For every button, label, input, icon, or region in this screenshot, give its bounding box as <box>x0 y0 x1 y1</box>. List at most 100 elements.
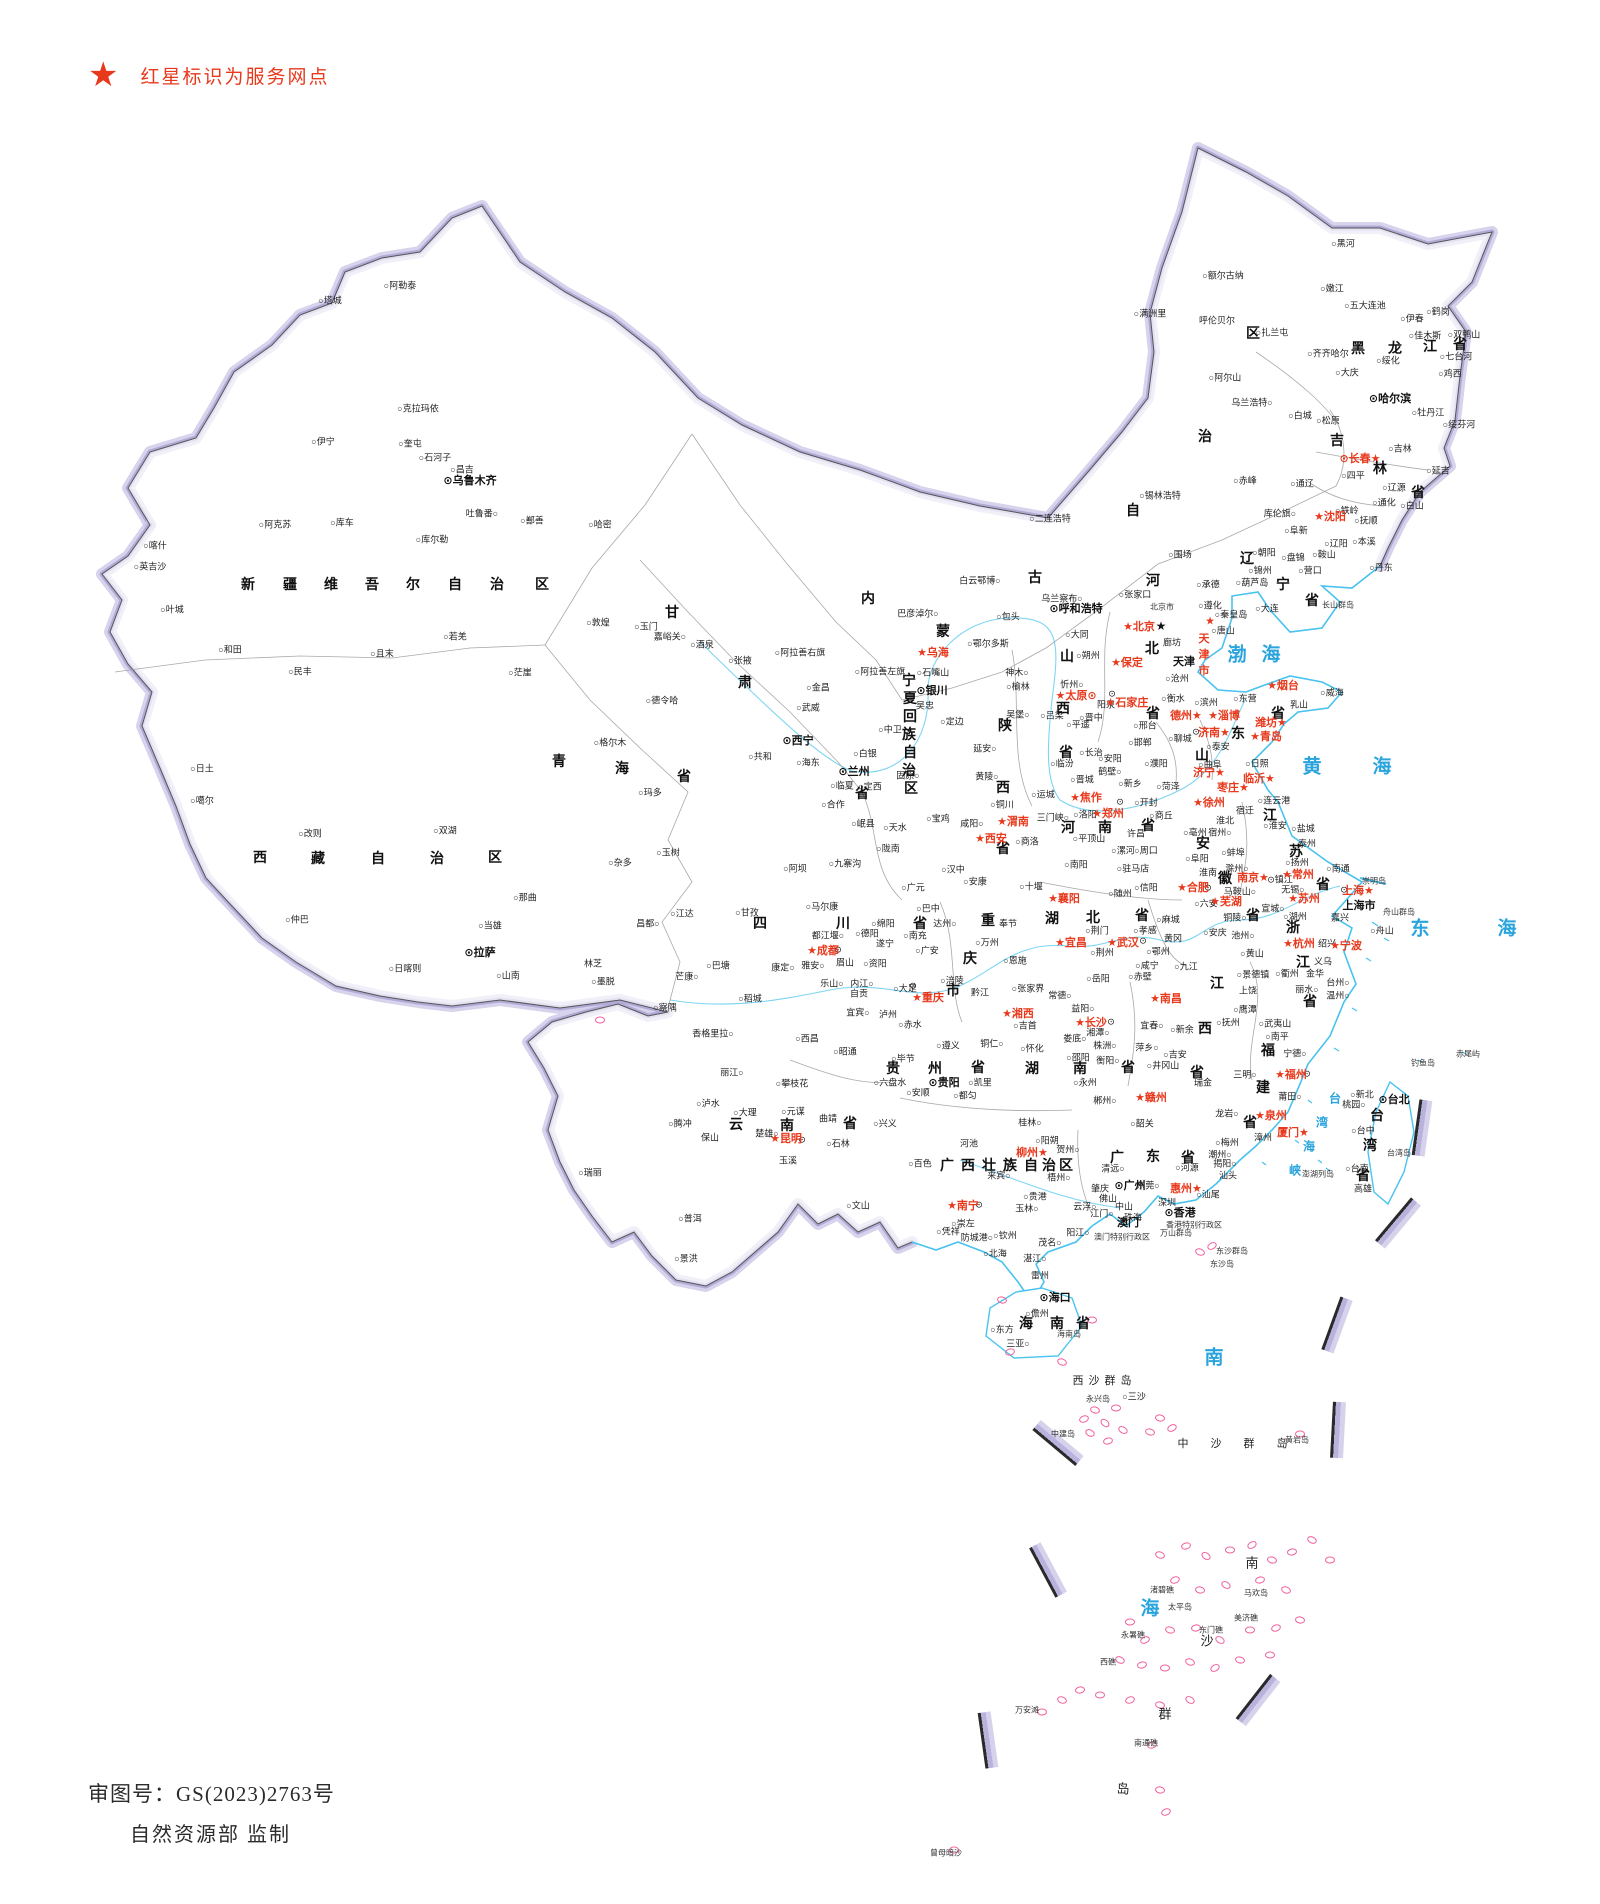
marker-blackdot: ⊙ <box>1107 1016 1115 1027</box>
city-label: ○朔州 <box>1076 650 1100 661</box>
region-label-中沙群岛: 岛 <box>1276 1438 1288 1450</box>
city-label: ○二连浩特 <box>1029 513 1071 524</box>
city-label: 上饶 <box>1238 985 1258 996</box>
city-label: ○那曲 <box>513 892 537 903</box>
region-label-内蒙古自治区: 治 <box>1198 430 1212 445</box>
service-point-武汉: ★武汉 <box>1107 937 1139 949</box>
region-label-陕西省: 西 <box>996 781 1010 796</box>
city-label: ○抚州 <box>1216 1017 1240 1028</box>
city-label: ○墨脱 <box>591 976 615 987</box>
city-label: ○满洲里 <box>1133 308 1167 319</box>
city-label: ○敦煌 <box>586 617 610 628</box>
city-label: ○洛阳 <box>1073 809 1097 820</box>
city-label: ○嫩江 <box>1320 283 1344 294</box>
region-label-南海: 南 <box>1204 1347 1224 1369</box>
city-label: ○通化 <box>1372 497 1396 508</box>
city-label: 佛山 <box>1098 1193 1118 1204</box>
city-label: 黄冈 <box>1163 933 1183 944</box>
city-label: ○叶城 <box>160 604 184 615</box>
red-star-icon: ★ <box>88 56 119 94</box>
city-label: 巴彦淖尔○ <box>897 608 939 619</box>
region-label-云南省: 省 <box>843 1117 857 1132</box>
city-label: ○酒泉 <box>690 639 714 650</box>
city-label: ○中卫 <box>878 724 902 735</box>
city-label: ○安阳 <box>1098 753 1122 764</box>
service-point-上海: 上海★ <box>1342 885 1374 897</box>
city-label: 乌兰浩特○ <box>1231 397 1273 408</box>
city-label: ○大足 <box>893 983 917 994</box>
service-point-宁波: ★宁波 <box>1330 940 1362 952</box>
region-label-安徽省: 省 <box>1246 909 1260 924</box>
city-label: 金华 <box>1305 968 1325 979</box>
island-label: 东沙群岛 <box>1216 1246 1248 1256</box>
city-label: ○包头 <box>996 611 1020 622</box>
island-label: 澳门特别行政区 <box>1094 1232 1150 1242</box>
city-label: ○吕梁 <box>1040 710 1064 721</box>
region-label-新疆维吾尔自治区: 维 <box>324 578 338 593</box>
service-point-乌海: ★乌海 <box>917 647 949 659</box>
city-label: ○台南 <box>1345 1163 1369 1174</box>
city-label: ○延吉 <box>1426 465 1450 476</box>
city-label: ○平顶山 <box>1072 833 1106 844</box>
capital-label: ⊙哈尔滨 <box>1368 393 1412 405</box>
service-point-济南: 济南★ <box>1198 727 1230 739</box>
service-point-郑州: ★郑州 <box>1092 808 1124 820</box>
region-label-渤海: 渤 <box>1227 644 1247 666</box>
region-label-江苏省: 省 <box>1316 878 1330 893</box>
city-label: ○赤壁 <box>1128 971 1152 982</box>
city-label: ○大庆 <box>1335 367 1359 378</box>
city-label: 来宾○ <box>987 1170 1011 1181</box>
city-label: 防城港○ <box>960 1232 994 1243</box>
city-label: ○钦州 <box>993 1230 1017 1241</box>
city-label: 宜春○ <box>1140 1020 1164 1031</box>
city-label: ○秦皇岛 <box>1214 609 1248 620</box>
coastline <box>911 565 1381 1304</box>
service-point-襄阳: ★襄阳 <box>1048 893 1080 905</box>
region-label-中沙群岛: 中 <box>1177 1438 1189 1450</box>
service-point-济宁: 济宁★ <box>1193 767 1225 779</box>
city-label: ○玉树 <box>656 847 680 858</box>
service-point-长沙: ★长沙 <box>1075 1017 1107 1029</box>
island-label: 东沙岛 <box>1210 1259 1234 1269</box>
city-label: ○格尔木 <box>593 737 627 748</box>
city-label: 萍乡○ <box>1135 1042 1159 1053</box>
city-label: ○遵化 <box>1198 600 1222 611</box>
region-label-西藏自治区: 区 <box>488 851 502 866</box>
region-label-四川省: 川 <box>836 917 850 932</box>
city-label: 乐山○ <box>820 978 844 989</box>
region-label-山东省: 省 <box>1271 707 1285 722</box>
city-label: ○定边 <box>940 716 964 727</box>
capital-label: ⊙兰州 <box>838 766 870 778</box>
region-label-浙江省: 浙 <box>1286 921 1300 936</box>
city-label: 桂林○ <box>1018 1117 1042 1128</box>
city-label: ○景洪 <box>674 1253 698 1264</box>
region-label-黑龙江省: 龙 <box>1388 342 1402 357</box>
city-label: ○辽源 <box>1382 482 1406 493</box>
service-point-临沂: 临沂★ <box>1243 773 1275 785</box>
region-label-贵州省: 贵 <box>886 1062 900 1077</box>
city-label: ○永州 <box>1073 1077 1097 1088</box>
city-label: ○聊城 <box>1168 733 1192 744</box>
reef-mark <box>1111 1404 1121 1412</box>
publisher: 自然资源部 监制 <box>130 1824 291 1846</box>
reef-mark <box>1037 1708 1047 1716</box>
service-point-北京: ★北京 <box>1123 621 1155 633</box>
capital-label: ⊙广州 <box>1114 1180 1146 1192</box>
capital-label: ⊙海口 <box>1039 1292 1071 1304</box>
city-label: 吐鲁番○ <box>465 508 499 519</box>
service-point-厦门: 厦门★ <box>1277 1127 1309 1139</box>
city-label: ○阜阳 <box>1185 853 1209 864</box>
city-label: ○怀化 <box>1020 1043 1044 1054</box>
city-label: ○盐城 <box>1291 823 1315 834</box>
service-point-保定: ★保定 <box>1111 657 1143 669</box>
city-label: ○泸水 <box>696 1098 720 1109</box>
region-label-山西省: 西 <box>1056 702 1070 717</box>
region-label-西沙群岛: 西 <box>1072 1375 1084 1387</box>
city-label: ○滨州 <box>1194 697 1218 708</box>
city-label: ○张家口 <box>1118 589 1152 600</box>
city-label: 忻州○ <box>1060 679 1084 690</box>
city-label: 雅安○ <box>801 960 825 971</box>
region-label-重庆市: 市 <box>946 984 960 999</box>
city-label: ○随州 <box>1108 888 1132 899</box>
region-label-重庆市: 重 <box>981 914 995 929</box>
